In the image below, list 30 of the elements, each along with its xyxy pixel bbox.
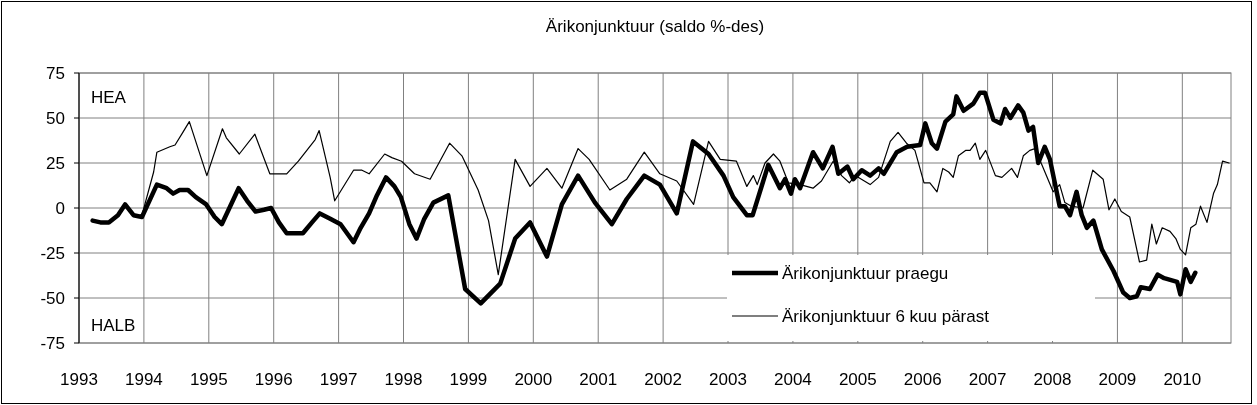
y-tick-label: 0 (55, 198, 65, 218)
x-tick-label: 2010 (1163, 370, 1202, 389)
x-tick-label: 2009 (1098, 370, 1137, 389)
y-tick-label: 75 (46, 63, 65, 83)
x-tick-label: 2003 (709, 370, 747, 389)
x-tick-label: 1995 (189, 370, 228, 389)
y-tick-label: -25 (40, 243, 65, 263)
x-tick-label: 1999 (449, 370, 488, 389)
x-tick-label: 1997 (319, 370, 358, 389)
y-tick-label: -75 (40, 333, 65, 353)
x-tick-label: 1994 (124, 370, 163, 389)
x-tick-label: 2005 (838, 370, 877, 389)
x-tick-label: 2008 (1033, 370, 1072, 389)
y-tick-label: 25 (46, 153, 65, 173)
x-tick-label: 2002 (644, 370, 683, 389)
x-tick-label: 1998 (384, 370, 423, 389)
legend-label: Ärikonjunktuur 6 kuu pärast (782, 306, 990, 326)
y-tick-label: -50 (40, 288, 65, 308)
legend-label: Ärikonjunktuur praegu (782, 263, 949, 283)
x-tick-label: 2007 (968, 370, 1007, 389)
x-tick-label: 1993 (60, 370, 98, 389)
x-tick-label: 2000 (514, 370, 553, 389)
annotation: HEA (91, 88, 127, 107)
x-tick-label: 2004 (774, 370, 812, 389)
x-tick-label: 1996 (254, 370, 293, 389)
y-tick-label: 50 (46, 108, 65, 128)
x-tick-label: 2006 (903, 370, 942, 389)
chart-title: Ärikonjunktuur (saldo %-des) (545, 17, 765, 36)
x-tick-label: 2001 (579, 370, 618, 389)
annotation: HALB (91, 316, 136, 335)
